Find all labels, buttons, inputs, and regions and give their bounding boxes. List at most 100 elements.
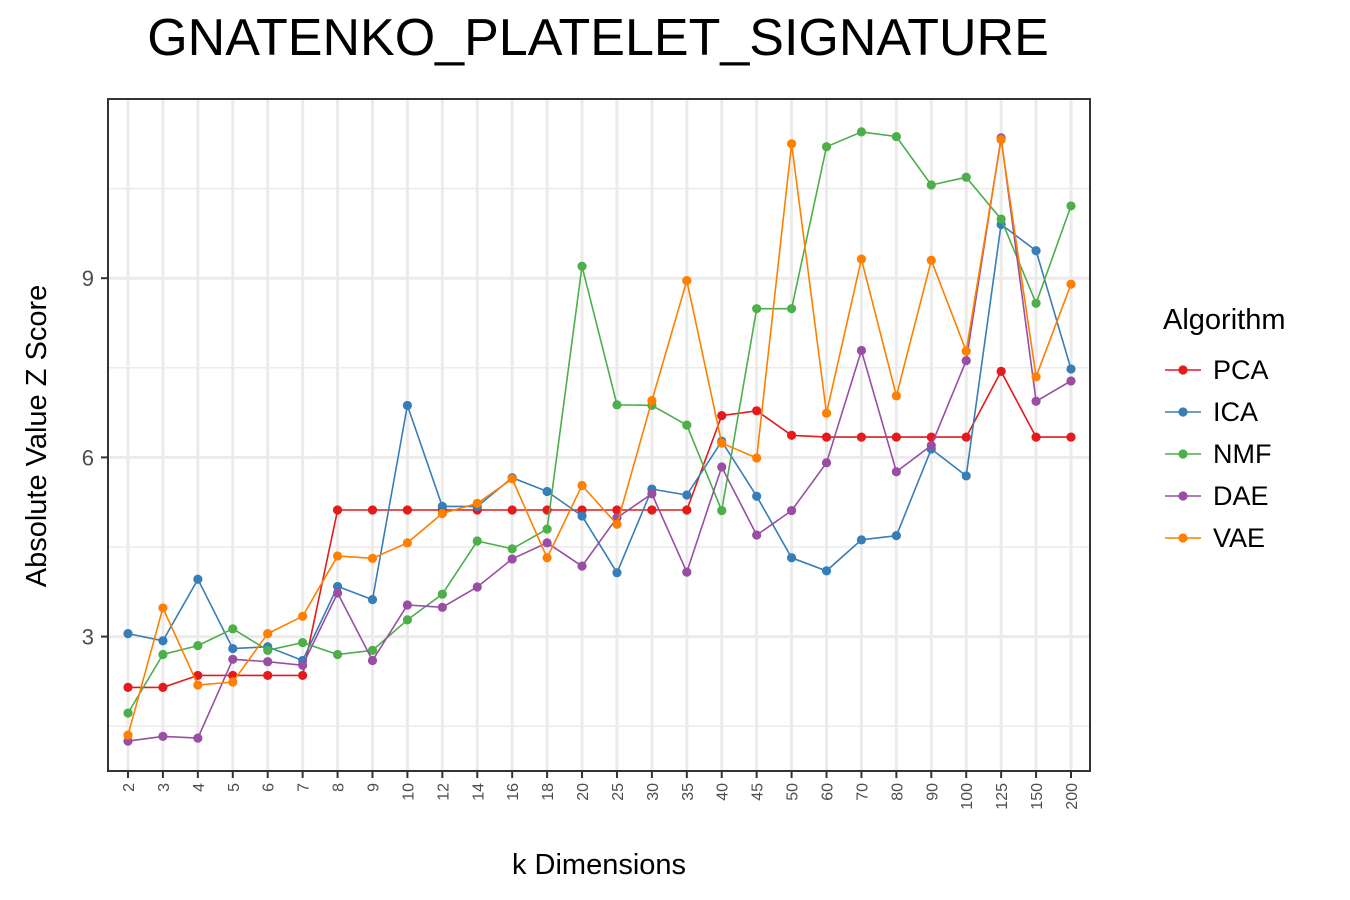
- data-point-pca: [682, 505, 692, 515]
- data-point-ica: [856, 535, 867, 545]
- x-tick-label: 9: [365, 783, 382, 792]
- data-point-vae: [332, 551, 343, 561]
- data-point-dae: [263, 657, 273, 667]
- series-line-nmf: [127, 131, 1072, 714]
- legend-item-pca: PCA: [1163, 349, 1286, 391]
- data-point-vae: [1031, 372, 1041, 382]
- data-point-vae: [891, 391, 901, 401]
- x-tick-label: 10: [400, 783, 417, 801]
- x-tick-label: 45: [750, 783, 767, 801]
- data-point-vae: [402, 538, 413, 548]
- data-point-dae: [402, 600, 413, 610]
- data-point-nmf: [612, 400, 622, 410]
- x-tick-label: 125: [994, 783, 1011, 810]
- data-point-nmf: [193, 640, 203, 651]
- data-point-pca: [123, 682, 133, 692]
- series-lines: [123, 127, 1076, 746]
- data-point-nmf: [1031, 298, 1041, 308]
- data-point-vae: [577, 480, 587, 491]
- data-point-nmf: [891, 132, 901, 142]
- x-tick-label: 60: [820, 783, 837, 801]
- data-point-ica: [1031, 246, 1041, 256]
- data-point-nmf: [228, 624, 238, 634]
- x-tick-label: 70: [854, 783, 871, 801]
- x-tick-label: 200: [1064, 783, 1081, 810]
- data-point-nmf: [682, 420, 692, 430]
- data-point-dae: [507, 554, 517, 564]
- data-point-vae: [193, 680, 203, 690]
- data-point-vae: [926, 255, 936, 265]
- data-point-vae: [507, 474, 517, 484]
- data-point-vae: [158, 603, 168, 613]
- data-point-dae: [682, 567, 692, 577]
- data-point-dae: [856, 345, 867, 356]
- data-point-nmf: [996, 214, 1006, 224]
- x-tick-label: 50: [785, 783, 802, 801]
- legend-key-ica: [1165, 407, 1201, 417]
- x-tick-label: 25: [610, 783, 627, 801]
- x-tick-label: 5: [226, 783, 243, 792]
- data-point-ica: [542, 486, 552, 497]
- series-dae: [123, 133, 1076, 746]
- x-tick-label: 8: [331, 783, 348, 792]
- x-tick-label: 100: [959, 783, 976, 810]
- data-point-vae: [786, 139, 797, 149]
- data-point-pca: [298, 670, 308, 681]
- data-point-ica: [402, 400, 413, 411]
- data-point-ica: [228, 643, 238, 654]
- data-point-dae: [961, 356, 971, 366]
- series-nmf: [123, 127, 1076, 718]
- series-line-pca: [128, 369, 1071, 689]
- x-tick-label: 18: [540, 783, 557, 801]
- data-point-nmf: [786, 304, 797, 314]
- data-point-nmf: [577, 261, 587, 271]
- legend-label: DAE: [1213, 480, 1269, 511]
- data-point-ica: [961, 471, 971, 481]
- x-tick-label: 40: [715, 783, 732, 801]
- data-point-nmf: [158, 649, 168, 660]
- data-point-dae: [158, 731, 168, 741]
- data-point-ica: [158, 636, 168, 646]
- data-point-nmf: [717, 505, 727, 516]
- data-point-vae: [123, 730, 133, 740]
- data-point-ica: [612, 568, 622, 578]
- data-point-pca: [996, 366, 1006, 376]
- data-point-pca: [402, 505, 413, 515]
- data-point-pca: [367, 505, 378, 515]
- data-point-dae: [542, 538, 552, 548]
- y-tick-label: 6: [82, 445, 94, 470]
- data-point-pca: [263, 670, 273, 681]
- data-point-dae: [926, 440, 936, 451]
- legend-key-pca: [1165, 365, 1201, 375]
- x-tick-label: 4: [191, 783, 208, 792]
- legend-key-vae: [1165, 533, 1201, 543]
- data-point-nmf: [472, 536, 482, 546]
- data-point-ica: [752, 491, 762, 501]
- data-point-dae: [332, 588, 343, 598]
- data-point-dae: [437, 602, 447, 612]
- data-point-pca: [612, 505, 622, 515]
- data-point-vae: [996, 135, 1006, 145]
- data-point-vae: [612, 519, 622, 529]
- x-tick-label: 20: [575, 783, 592, 801]
- data-point-dae: [752, 530, 762, 540]
- x-tick-label: 14: [470, 783, 487, 801]
- x-tick-label: 6: [261, 783, 278, 792]
- x-tick-label: 35: [680, 783, 697, 801]
- data-point-dae: [1031, 396, 1041, 406]
- data-point-vae: [682, 275, 692, 286]
- data-point-pca: [1066, 432, 1076, 442]
- legend-item-nmf: NMF: [1163, 433, 1286, 475]
- data-point-nmf: [752, 304, 762, 314]
- data-point-nmf: [123, 708, 133, 718]
- series-line-dae: [127, 137, 1072, 742]
- data-point-dae: [647, 489, 657, 499]
- legend-label: VAE: [1213, 522, 1266, 553]
- data-point-dae: [228, 654, 238, 664]
- series-line-vae: [127, 139, 1072, 736]
- series-pca: [123, 366, 1076, 692]
- legend-item-dae: DAE: [1163, 475, 1286, 517]
- data-point-vae: [821, 408, 832, 418]
- data-point-vae: [263, 629, 273, 639]
